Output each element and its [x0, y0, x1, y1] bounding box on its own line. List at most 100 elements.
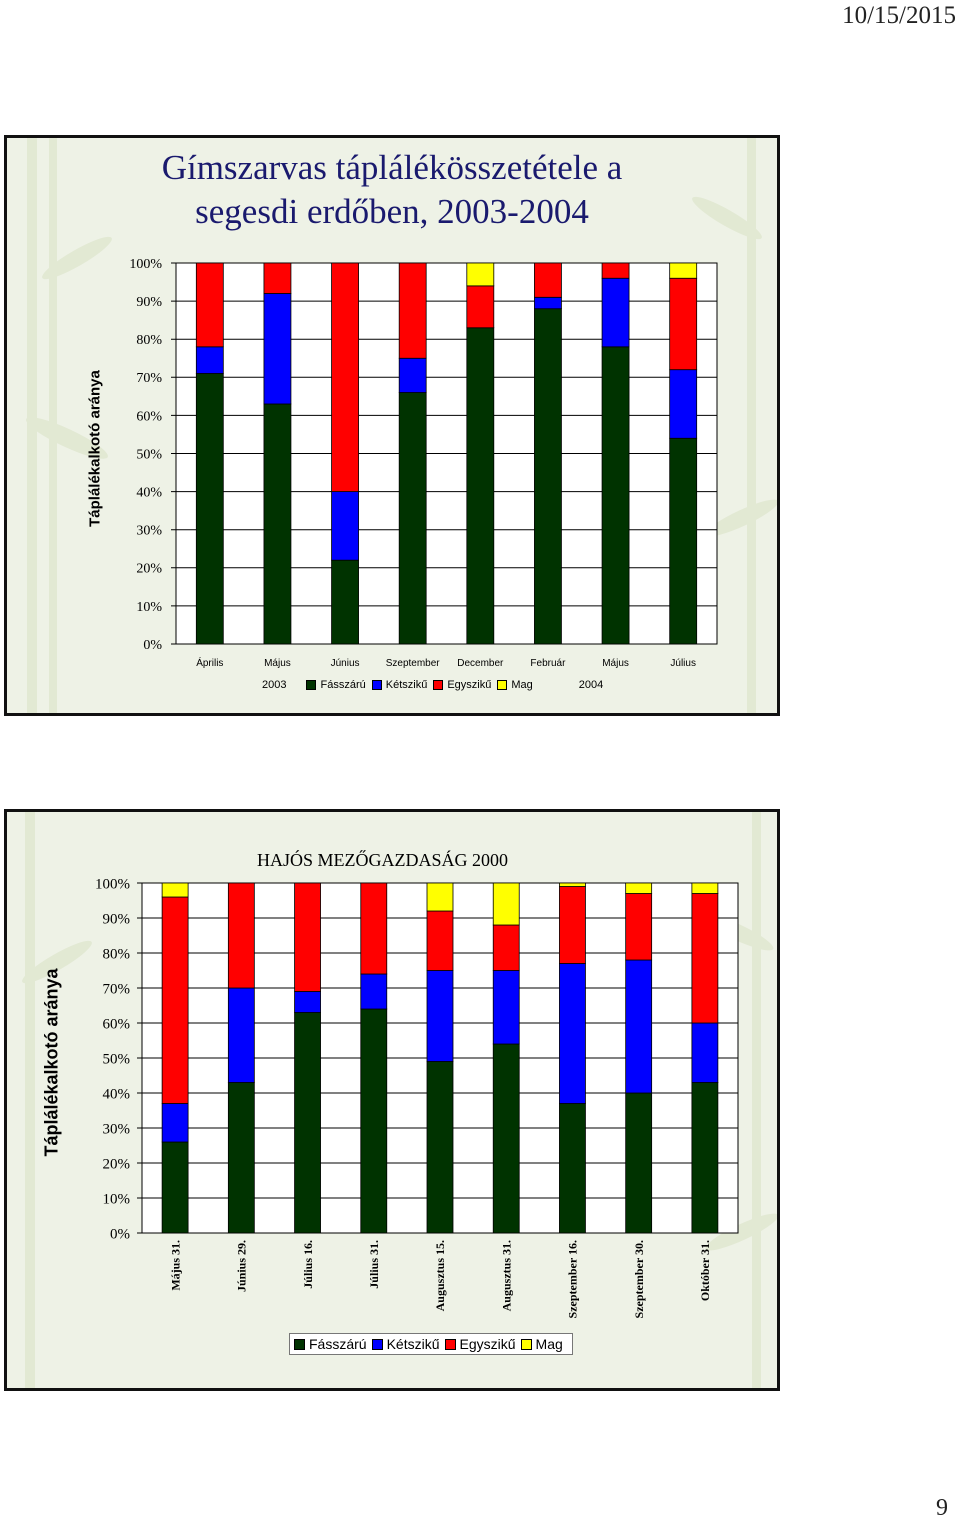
bar-fasszaru-oktober-31 [691, 1082, 719, 1234]
legend-label: Mag [535, 1336, 563, 1352]
legend-label: Fásszárú [320, 679, 366, 691]
bar-mag-augusztus-15 [426, 882, 454, 912]
legend-swatch [371, 1338, 383, 1350]
y-tick-label: 10% [136, 600, 162, 615]
legend-swatch [371, 680, 382, 690]
header-date: 10/15/2015 [842, 2, 956, 29]
bar-fasszaru-majus-31 [161, 1141, 189, 1234]
bar-mag-december [466, 262, 495, 287]
legend-item-fasszaru: Fásszárú [306, 679, 366, 691]
chart2-legend: Fásszárú Kétszikű Egyszikű Mag [289, 1333, 573, 1355]
y-tick-label: 80% [103, 946, 131, 962]
y-tick-label: 70% [136, 371, 162, 386]
bar-fasszaru-szeptember-30 [625, 1092, 653, 1234]
legend-item-fasszaru: Fásszárú [294, 1336, 367, 1352]
bar-fasszaru-junius-29 [227, 1082, 255, 1234]
bar-ketsziku-majus-31 [161, 1103, 189, 1143]
legend-item-ketsziku: Kétszikű [371, 679, 428, 691]
bar-egysziku-szeptember-30 [625, 893, 653, 961]
bar-fasszaru-majus [263, 403, 292, 645]
legend-label: Egyszikű [447, 679, 492, 691]
chart1-legend: 2003 Fásszárú Kétszikű Egyszikű Mag 2004 [262, 679, 603, 691]
bar-fasszaru-julius [669, 437, 698, 645]
legend-item-mag: Mag [520, 1336, 563, 1352]
bar-ketsziku-junius-29 [227, 987, 255, 1083]
bar-egysziku-aprilis [195, 262, 224, 348]
bar-fasszaru-februar [534, 308, 562, 645]
bar-mag-szeptember-30 [625, 882, 653, 894]
y-tick-label: 50% [136, 447, 162, 462]
slide-chart-segesd: Gímszarvas táplálékösszetétele a segesdi… [4, 135, 780, 716]
bar-ketsziku-junius [331, 491, 359, 561]
slide-chart-hajos: 0% 10% 20% 30% 40% 50% 60% 70% 80% 90% 100% Május 3… [4, 809, 780, 1391]
y-tick-label: 0% [110, 1226, 130, 1242]
bar-mag-szeptember-16 [559, 882, 586, 887]
bar-ketsziku-oktober-31 [691, 1022, 719, 1083]
y-tick-label: 30% [136, 524, 162, 539]
bar-fasszaru-aprilis [195, 373, 224, 645]
bar-mag-oktober-31 [691, 882, 719, 894]
bar-egysziku-augusztus-15 [426, 910, 454, 971]
bar-ketsziku-majus [263, 293, 292, 405]
bar-ketsziku-augusztus-31 [492, 970, 520, 1045]
chart1-y-axis-label: Táplálékalkotó aránya [86, 370, 104, 527]
chart2-plot: 0% 10% 20% 30% 40% 50% 60% 70% 80% 90% 100% Május 3… [95, 876, 739, 1318]
bar-egysziku-majus [601, 262, 630, 279]
chart2-y-axis-label: Táplálékalkotó aránya [41, 968, 62, 1157]
bar-fasszaru-julius-31 [360, 1008, 388, 1234]
bar-egysziku-junius-29 [227, 882, 255, 989]
bar-egysziku-majus [263, 262, 292, 294]
y-tick-label: 60% [136, 409, 162, 424]
bar-ketsziku-majus [601, 277, 630, 348]
bar-ketsziku-szeptember-30 [625, 959, 653, 1094]
bar-fasszaru-majus [601, 346, 630, 645]
bar-fasszaru-december [466, 327, 495, 645]
x-tick-label: Július 31. [367, 1240, 381, 1289]
bar-egysziku-szeptember [398, 262, 427, 359]
y-tick-label: 40% [103, 1086, 131, 1102]
bar-mag-majus-31 [161, 882, 189, 898]
legend-label: Fásszárú [309, 1336, 367, 1352]
legend-swatch [294, 1338, 305, 1350]
y-tick-label: 50% [103, 1051, 131, 1067]
x-tick-label: Szeptember 30. [632, 1240, 646, 1318]
y-tick-label: 100% [95, 876, 130, 892]
legend-swatch [497, 680, 508, 690]
chart2-title: HAJÓS MEZŐGAZDASÁG 2000 [257, 850, 509, 870]
x-tick-label: Február [530, 658, 566, 669]
bar-ketsziku-julius [669, 369, 698, 439]
bar-egysziku-julius-31 [360, 882, 388, 975]
bar-ketsziku-augusztus-15 [426, 970, 454, 1062]
legend-item-egysziku: Egyszikű [433, 679, 491, 691]
x-tick-label: Október 31. [698, 1240, 712, 1301]
bar-egysziku-szeptember-16 [559, 886, 586, 964]
y-tick-label: 30% [103, 1121, 131, 1137]
x-tick-label: Augusztus 15. [433, 1240, 447, 1311]
legend-swatch [433, 680, 444, 690]
x-tick-label: Május [602, 658, 629, 669]
x-tick-label: Május 31. [168, 1240, 182, 1291]
legend-label: Kétszikű [386, 1336, 440, 1352]
x-tick-label: Július [670, 658, 696, 669]
bar-egysziku-december [466, 285, 495, 329]
bar-fasszaru-szeptember [398, 392, 427, 645]
legend-year-2003: 2003 [262, 679, 287, 691]
y-tick-label: 20% [136, 562, 162, 577]
bar-egysziku-majus-31 [161, 896, 189, 1104]
y-tick-label: 60% [103, 1016, 131, 1032]
y-tick-label: 90% [103, 911, 131, 927]
x-tick-label: Június 29. [235, 1240, 249, 1292]
bar-egysziku-julius [669, 277, 698, 371]
page-number: 9 [936, 1495, 948, 1521]
x-tick-label: December [457, 658, 504, 669]
y-tick-label: 40% [136, 486, 162, 501]
legend-swatch [520, 1338, 532, 1350]
x-tick-label: Május [264, 658, 291, 669]
x-tick-label: Április [196, 656, 223, 669]
legend-label: Kétszikű [385, 679, 428, 691]
bar-egysziku-augusztus-31 [492, 924, 520, 971]
y-tick-label: 70% [103, 981, 131, 997]
y-tick-label: 0% [143, 638, 162, 653]
legend-item-egysziku: Egyszikű [444, 1336, 516, 1352]
bar-ketsziku-aprilis [195, 346, 224, 374]
